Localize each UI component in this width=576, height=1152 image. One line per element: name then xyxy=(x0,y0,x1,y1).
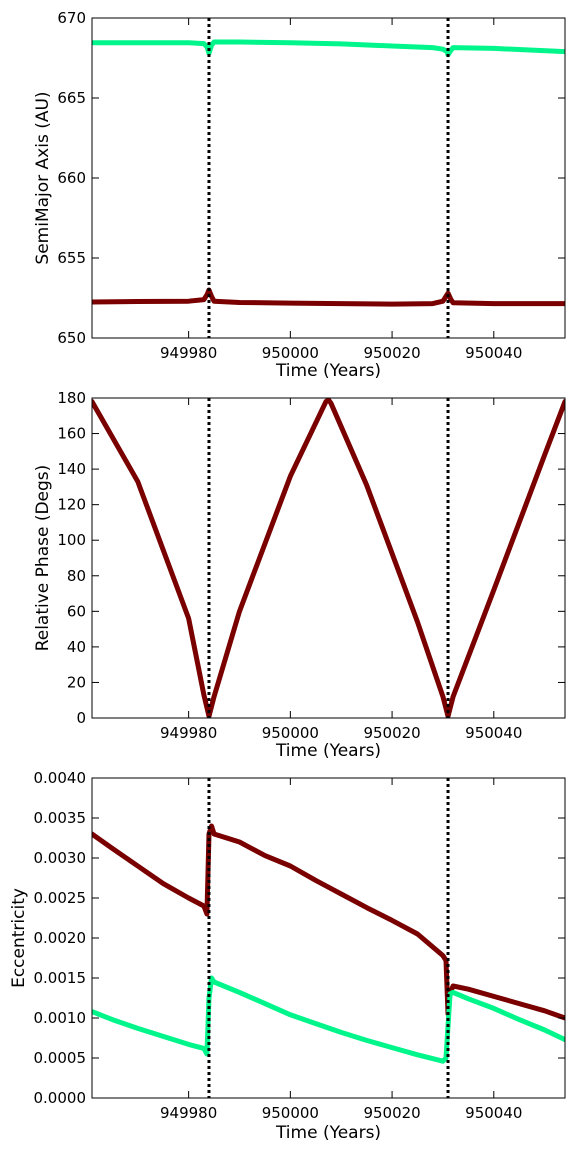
x-tick-label: 949980 xyxy=(160,1104,217,1122)
y-tick-label: 0.0000 xyxy=(34,1089,87,1107)
plot-area xyxy=(92,398,565,718)
x-axis-label: Time (Years) xyxy=(275,1123,381,1143)
series-line-0 xyxy=(92,823,565,1021)
y-tick-label: 0 xyxy=(76,709,86,727)
x-tick-label: 950040 xyxy=(465,1104,522,1122)
y-tick-label: 180 xyxy=(57,389,86,407)
y-tick-label: 650 xyxy=(57,329,86,347)
plot-area xyxy=(92,778,565,1098)
y-tick-label: 0.0005 xyxy=(34,1049,87,1067)
plot-area xyxy=(92,18,565,338)
y-tick-label: 140 xyxy=(57,460,86,478)
y-tick-label: 40 xyxy=(67,638,86,656)
y-tick-label: 0.0025 xyxy=(34,889,87,907)
x-tick-label: 950000 xyxy=(262,1104,319,1122)
x-tick-label: 949980 xyxy=(160,724,217,742)
x-axis-label: Time (Years) xyxy=(275,361,381,381)
x-tick-label: 950000 xyxy=(262,724,319,742)
y-tick-label: 160 xyxy=(57,425,86,443)
panel-eccentricity: 949980 950000 950020 950040 0.0000 0.0005 0.00… xyxy=(9,769,566,1143)
y-tick-label: 0.0010 xyxy=(34,1009,87,1027)
y-tick-label: 670 xyxy=(57,9,86,27)
y-tick-label: 0.0040 xyxy=(34,769,87,787)
x-tick-label: 950020 xyxy=(363,344,420,362)
y-tick-label: 20 xyxy=(67,673,86,691)
x-tick-label: 950040 xyxy=(465,344,522,362)
series-line-0 xyxy=(92,398,565,718)
y-tick-label: 660 xyxy=(57,169,86,187)
x-tick-label: 950020 xyxy=(363,1104,420,1122)
y-tick-label: 0.0015 xyxy=(34,969,87,987)
y-tick-label: 80 xyxy=(67,567,86,585)
series-line-1 xyxy=(92,287,565,307)
y-tick-label: 0.0020 xyxy=(34,929,87,947)
axes-frame xyxy=(91,397,566,719)
x-axis-label: Time (Years) xyxy=(275,741,381,761)
y-axis-label: Relative Phase (Degs) xyxy=(33,465,53,652)
x-tick-label: 950000 xyxy=(262,344,319,362)
x-tick-label: 949980 xyxy=(160,344,217,362)
y-tick-label: 665 xyxy=(57,89,86,107)
series-line-0 xyxy=(92,39,565,58)
panel-phase: 949980 950000 950020 950040 0 20 40 60 80 100 120 1… xyxy=(33,389,566,761)
x-tick-label: 950020 xyxy=(363,724,420,742)
y-tick-label: 655 xyxy=(57,249,86,267)
y-tick-label: 120 xyxy=(57,496,86,514)
y-tick-label: 0.0030 xyxy=(34,849,87,867)
axes-frame xyxy=(91,777,566,1099)
y-tick-label: 100 xyxy=(57,531,86,549)
y-axis-label: SemiMajor Axis (AU) xyxy=(33,91,53,264)
axes-frame xyxy=(91,17,566,339)
x-tick-label: 950040 xyxy=(465,724,522,742)
y-tick-label: 60 xyxy=(67,602,86,620)
y-tick-label: 0.0035 xyxy=(34,809,87,827)
y-axis-label: Eccentricity xyxy=(9,888,29,988)
series-line-1 xyxy=(92,975,565,1064)
panel-semimajor: 949980 950000 950020 950040 650 655 660 665 670 T… xyxy=(33,9,566,381)
